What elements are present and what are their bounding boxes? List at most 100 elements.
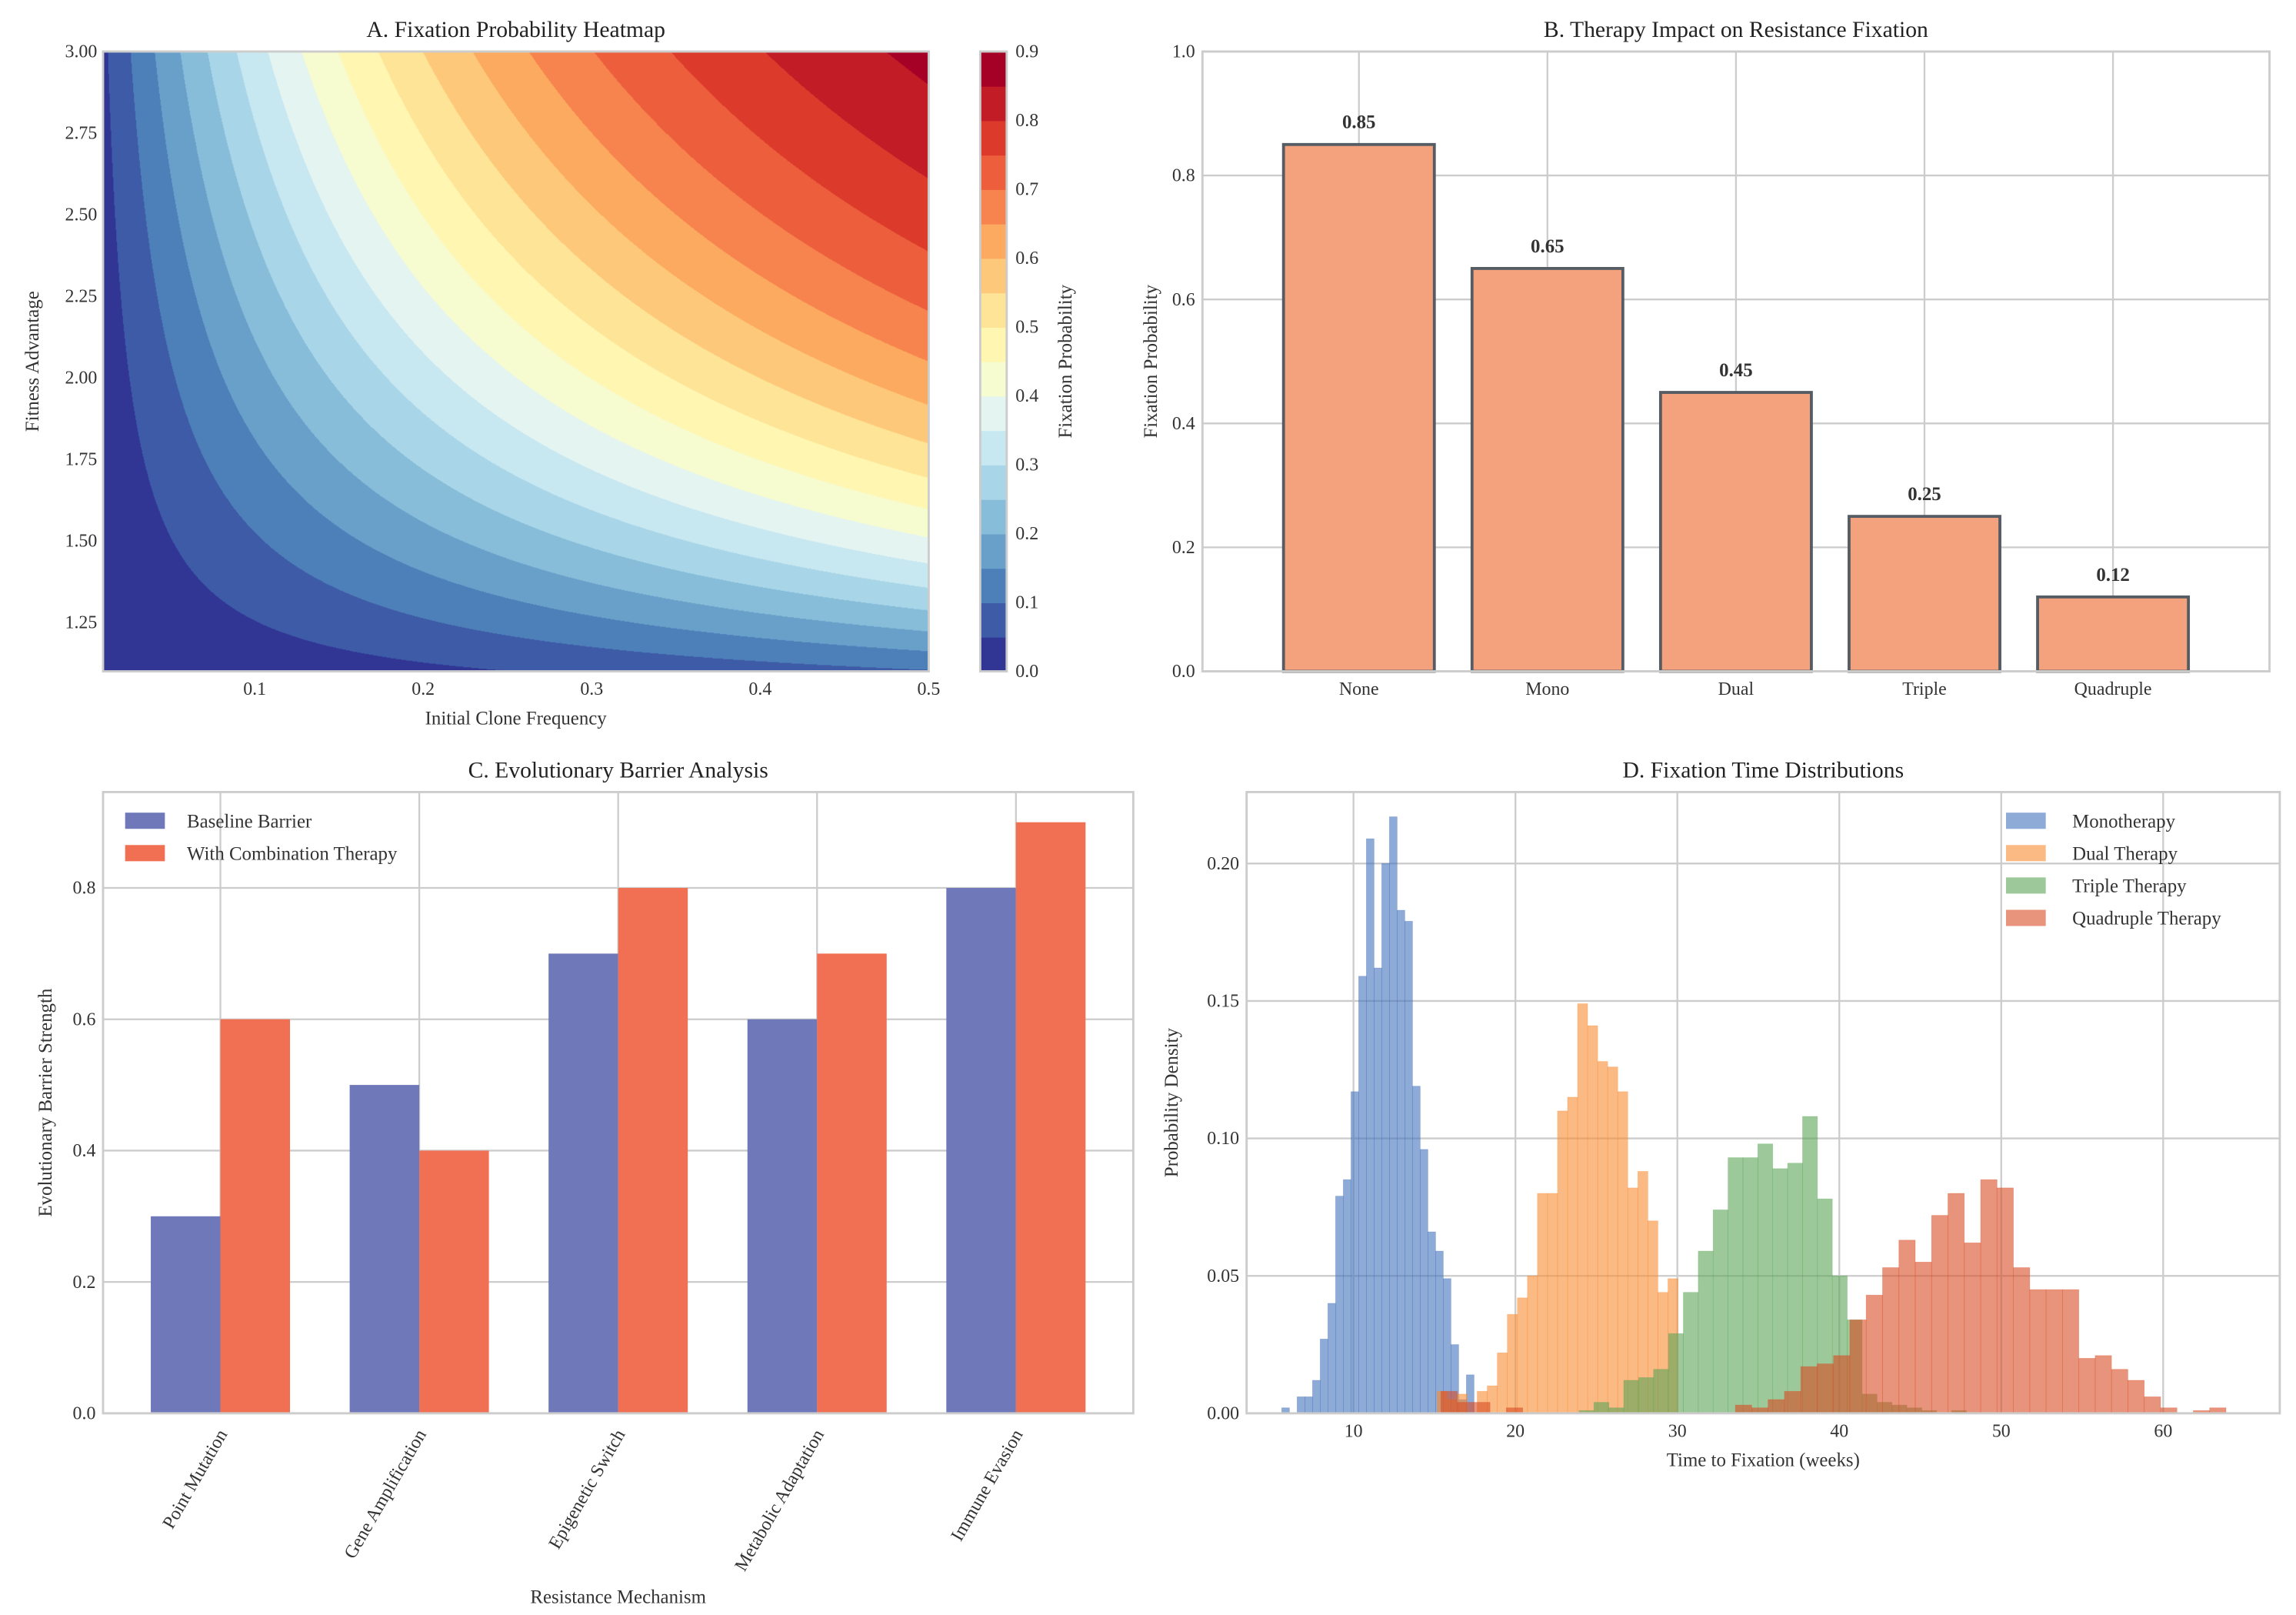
colorbar-level: [980, 155, 1007, 190]
therapy-impact-title: B. Therapy Impact on Resistance Fixation: [1544, 18, 1928, 42]
legend-swatch: [2006, 845, 2046, 862]
y-tick-label: 0.2: [73, 1273, 96, 1293]
histogram-bin: [2078, 1358, 2096, 1414]
fixation-heatmap-contours: [103, 52, 929, 672]
baseline-bar: [747, 1019, 818, 1413]
bar-dual: [1658, 391, 1813, 673]
legend-label: Triple Therapy: [2072, 876, 2187, 897]
combination-bar: [618, 888, 688, 1413]
colorbar-tick-label: 0.4: [1015, 386, 1038, 406]
combination-bar: [1015, 822, 1086, 1413]
y-tick-label: 0.4: [1172, 414, 1195, 434]
histogram-bin: [1527, 1275, 1538, 1414]
y-tick-label: 0.6: [1172, 290, 1195, 310]
bar-triple: [1848, 515, 2001, 673]
bar-none: [1281, 142, 1436, 673]
legend-swatch: [2006, 813, 2046, 829]
y-tick-label: 2.50: [65, 205, 97, 225]
histogram-bin: [1931, 1215, 1948, 1414]
bar-value-label: 0.25: [1908, 484, 1941, 505]
baseline-bar: [946, 888, 1016, 1413]
histogram-bin: [1728, 1157, 1744, 1414]
legend-swatch: [2006, 877, 2046, 894]
baseline-bar: [151, 1216, 221, 1413]
x-tick-label: 30: [1668, 1421, 1687, 1441]
colorbar-level: [980, 361, 1007, 397]
y-tick-label: 0.15: [1207, 992, 1239, 1012]
histogram-bin: [1312, 1380, 1321, 1414]
histogram-bin: [1405, 920, 1413, 1414]
colorbar-tick-label: 0.2: [1015, 524, 1038, 544]
colorbar-tick-label: 0.9: [1015, 42, 1038, 62]
histogram-bin: [1557, 1110, 1568, 1414]
bar-value-label: 0.65: [1531, 236, 1565, 257]
histogram-bin: [2094, 1355, 2112, 1414]
histogram-bin: [1607, 1066, 1618, 1414]
histogram-bin: [1297, 1396, 1305, 1414]
histogram-bin: [1627, 1187, 1638, 1414]
y-tick-label: 0.2: [1172, 538, 1195, 558]
histogram-bin: [1305, 1396, 1313, 1414]
histogram-bin: [1712, 1210, 1728, 1414]
combination-bar: [419, 1150, 489, 1413]
histogram-dual-therapy: [1436, 1003, 1678, 1414]
x-tick-label: Mono: [1525, 679, 1569, 699]
histogram-bin: [1948, 1193, 1965, 1414]
x-tick-label: 50: [1992, 1421, 2011, 1441]
x-axis-label: Initial Clone Frequency: [425, 708, 608, 729]
histogram-bin: [1849, 1320, 1867, 1414]
histogram-bin: [1617, 1091, 1628, 1414]
y-tick-label: 0.00: [1207, 1404, 1239, 1424]
x-tick-label: 0.1: [243, 679, 266, 699]
histogram-bin: [1882, 1267, 1900, 1414]
histogram-bin: [1507, 1313, 1518, 1414]
y-tick-label: 0.0: [73, 1404, 96, 1424]
histogram-bin: [1389, 816, 1398, 1414]
x-tick-label: 0.3: [580, 679, 603, 699]
x-tick-label: Immune Evasion: [948, 1426, 1028, 1545]
histogram-bin: [1343, 1179, 1351, 1414]
histogram-bin: [1787, 1163, 1803, 1414]
y-axis-label: Evolutionary Barrier Strength: [35, 988, 56, 1216]
x-tick-label: Metabolic Adaptation: [731, 1426, 828, 1575]
legend-swatch: [125, 845, 165, 862]
x-tick-label: Triple: [1902, 679, 1947, 699]
colorbar-tick-label: 0.3: [1015, 455, 1038, 475]
y-tick-label: 0.0: [1172, 662, 1195, 682]
colorbar-level: [980, 326, 1007, 362]
colorbar-level: [980, 120, 1007, 156]
histogram-bin: [2029, 1289, 2047, 1414]
colorbar-tick-label: 0.5: [1015, 318, 1038, 338]
bar-value-label: 0.12: [2096, 565, 2130, 586]
colorbar-label: Fixation Probability: [1055, 284, 1076, 438]
histogram-bin: [1833, 1355, 1851, 1414]
x-tick-label: 20: [1506, 1421, 1525, 1441]
histogram-bin: [1637, 1171, 1648, 1414]
histogram-bin: [1668, 1333, 1684, 1414]
y-tick-label: 2.75: [65, 124, 97, 144]
histogram-bin: [1397, 909, 1405, 1414]
colorbar-level: [980, 292, 1007, 328]
x-tick-label: None: [1339, 679, 1379, 699]
y-tick-label: 0.10: [1207, 1129, 1239, 1149]
histogram-bin: [1366, 838, 1375, 1414]
y-tick-label: 2.25: [65, 287, 97, 307]
histogram-bin: [1320, 1339, 1328, 1414]
colorbar-tick-label: 0.7: [1015, 180, 1038, 200]
histogram-bin: [1914, 1261, 1932, 1414]
histogram-bin: [1537, 1193, 1548, 1414]
colorbar-level: [980, 85, 1007, 122]
y-tick-label: 0.4: [73, 1141, 96, 1161]
histogram-bin: [1412, 1086, 1421, 1414]
histogram-bin: [1800, 1366, 1818, 1414]
histogram-bin: [2045, 1289, 2063, 1414]
histogram-bin: [1698, 1250, 1714, 1414]
heatmap-frame: [102, 50, 930, 672]
histogram-bin: [2111, 1369, 2128, 1414]
histogram-bin: [1497, 1352, 1508, 1414]
legend-label: Monotherapy: [2072, 811, 2176, 832]
histogram-bin: [1742, 1157, 1758, 1414]
y-axis-label: Fixation Probability: [1141, 284, 1161, 438]
legend-swatch: [2006, 909, 2046, 926]
